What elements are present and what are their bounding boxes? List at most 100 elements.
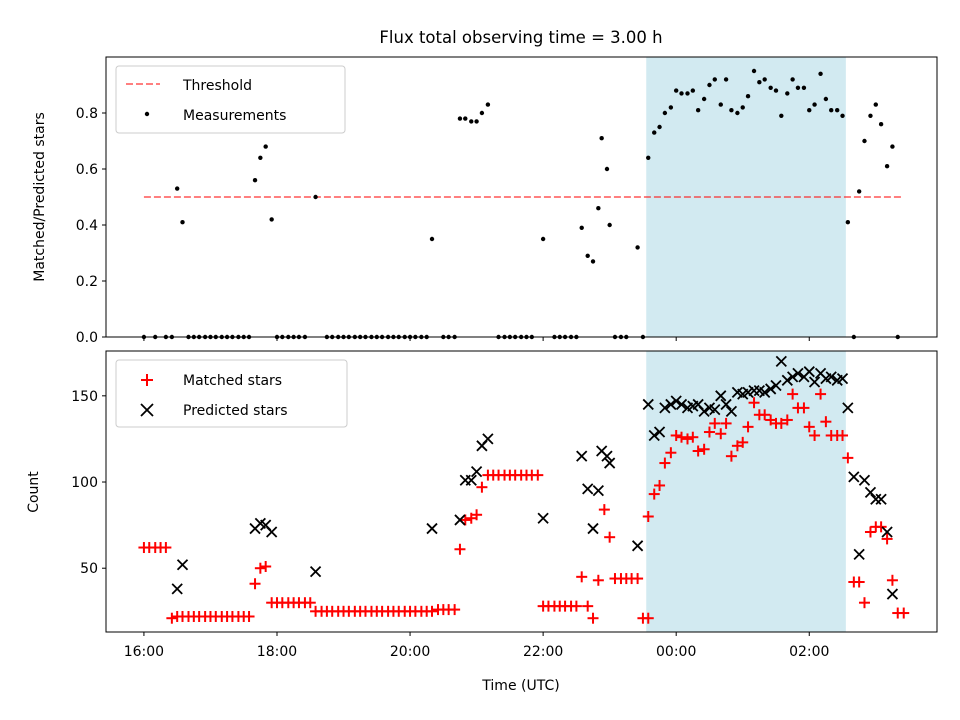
legend-measurement-swatch [144, 111, 150, 117]
matched-star-point [670, 429, 682, 441]
measurement-point [735, 110, 740, 116]
predicted-star-point [836, 372, 849, 385]
matched-star-point [648, 488, 660, 500]
measurement-point [269, 217, 274, 222]
measurement-point [823, 96, 829, 102]
ratio-y-axis: 0.0 0.2 0.4 0.6 0.8 [76, 106, 106, 346]
count-x-axis: 16:00 18:00 20:00 22:00 00:00 02:00 [124, 632, 829, 660]
ratio-y-tick-label: 0.8 [76, 106, 98, 122]
matched-star-point [775, 417, 787, 429]
matched-star-point [260, 560, 272, 572]
count-x-tick-label: 22:00 [523, 644, 563, 660]
matched-star-point [820, 416, 832, 428]
ratio-panel-frame [105, 56, 938, 338]
measurement-point [585, 253, 590, 258]
matched-star-point [471, 509, 483, 521]
count-x-tick-label: 02:00 [789, 644, 829, 660]
ratio-y-tick-label: 0.0 [76, 330, 98, 346]
predicted-star-point [781, 374, 793, 386]
predicted-star-point [858, 474, 871, 486]
predicted-star-point [592, 485, 604, 497]
measurement-point [818, 71, 823, 77]
measurement-point [751, 68, 757, 74]
predicted-star-point [709, 403, 721, 416]
predicted-star-point [465, 474, 477, 486]
predicted-star-point [309, 566, 322, 578]
measurement-point [740, 105, 745, 110]
matched-star-point [798, 402, 810, 414]
predicted-star-point [870, 493, 882, 505]
legend-measurements-label: Measurements [183, 108, 286, 124]
measurement-point [604, 166, 610, 172]
predicted-star-point [775, 355, 787, 367]
matched-star-point [454, 543, 466, 555]
matched-star-point [809, 429, 821, 441]
measurement-point [790, 77, 795, 82]
matched-star-point [864, 526, 876, 538]
predicted-star-point [582, 483, 594, 495]
measurement-point [313, 194, 318, 200]
matched-star-point [249, 578, 261, 590]
chart-title: Flux total observing time = 3.00 h [379, 28, 662, 47]
matched-star-point [715, 428, 727, 440]
matched-star-point [709, 417, 721, 429]
matched-star-point [748, 397, 760, 409]
measurement-point [773, 88, 779, 93]
matched-star-point [787, 388, 799, 400]
legend-matched-swatch [141, 374, 153, 386]
matched-star-point [682, 433, 694, 445]
matched-star-point [720, 417, 732, 429]
measurement-point [884, 164, 890, 169]
measurement-point [258, 155, 263, 160]
ratio-legend: Threshold Measurements [115, 65, 346, 134]
measurement-point [695, 108, 701, 113]
matched-star-point [254, 562, 266, 574]
measurement-point [807, 108, 812, 113]
predicted-star-point [171, 583, 183, 595]
predicted-star-point [576, 450, 588, 462]
measurement-point [801, 85, 807, 91]
measurement-point [579, 225, 584, 230]
matched-star-point [570, 600, 582, 612]
measurement-point [840, 113, 845, 119]
ratio-y-tick-label: 0.4 [76, 218, 98, 234]
predicted-star-point [792, 367, 804, 380]
measurement-point [701, 96, 707, 102]
predicted-star-point [864, 486, 877, 498]
measurement-point [668, 105, 674, 110]
measurement-point [607, 222, 612, 228]
matched-star-point [665, 447, 677, 459]
measurement-point [868, 113, 873, 119]
predicted-star-point [759, 386, 771, 399]
measurement-point [646, 155, 651, 160]
predicted-star-point [601, 450, 613, 462]
measurement-point [862, 138, 867, 144]
measurement-point [745, 94, 751, 99]
count-x-tick-label: 00:00 [656, 644, 696, 660]
predicted-stars-points [171, 355, 899, 600]
measurement-point [457, 116, 463, 121]
predicted-star-point [770, 379, 782, 392]
legend-predicted-swatch [140, 403, 154, 417]
measurement-point [469, 119, 474, 124]
measurement-point [673, 88, 679, 93]
x-axis-label: Time (UTC) [481, 678, 559, 694]
measurement-point [712, 77, 717, 82]
predicted-star-point [482, 433, 494, 445]
matched-star-point [842, 452, 854, 464]
predicted-star-point [631, 540, 644, 552]
predicted-star-point [715, 390, 727, 402]
matched-star-point [853, 576, 865, 588]
matched-stars-points [138, 388, 910, 624]
matched-star-point [654, 479, 666, 491]
measurement-point [474, 119, 479, 124]
predicted-star-point [653, 426, 666, 438]
legend-matched-label: Matched stars [183, 373, 282, 389]
count-x-tick-label: 18:00 [257, 644, 297, 660]
matched-star-point [898, 607, 910, 619]
measurement-point [652, 130, 657, 135]
predicted-star-point [454, 514, 466, 526]
measurement-point [252, 178, 258, 183]
predicted-star-point [587, 522, 599, 535]
predicted-star-point [720, 398, 732, 411]
